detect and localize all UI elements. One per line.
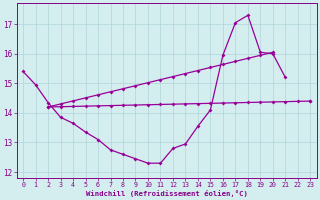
X-axis label: Windchill (Refroidissement éolien,°C): Windchill (Refroidissement éolien,°C) — [86, 190, 248, 197]
